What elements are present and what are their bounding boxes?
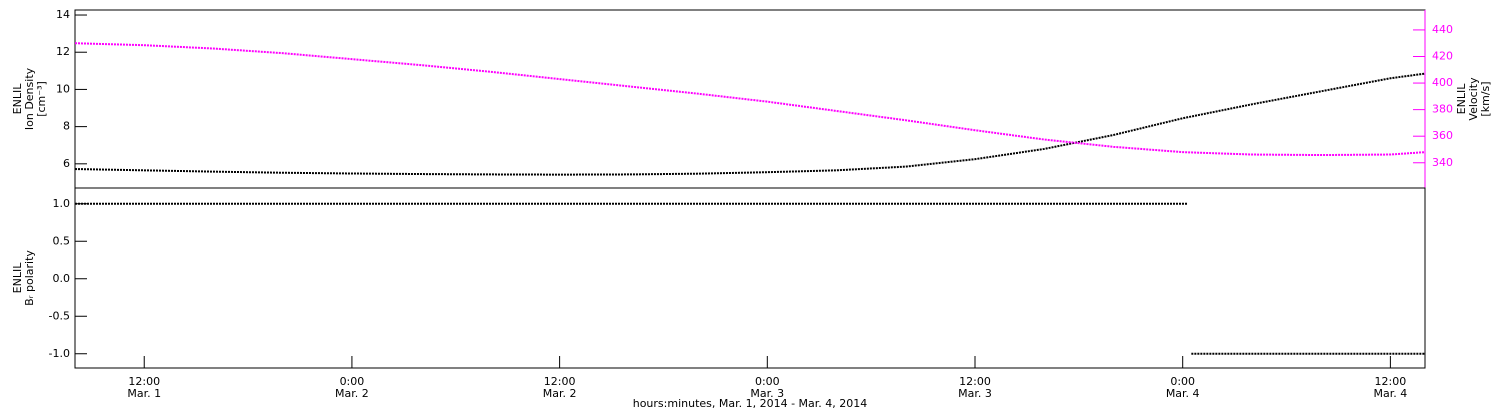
panel-frame	[74, 187, 1426, 369]
y-tick-label: -0.5	[49, 309, 70, 322]
y2-axis-label: [km/s]	[1479, 81, 1492, 116]
x-tick-label: 0:00	[1170, 375, 1195, 388]
y2-tick-label: 440	[1432, 23, 1453, 36]
x-tick-label: 12:00	[959, 375, 991, 388]
y-axis-label: ENLIL	[11, 83, 24, 115]
x-tick-date: Mar. 2	[335, 387, 369, 400]
y-axis-label: [cm⁻³]	[35, 81, 48, 117]
y2-axis-label: Velocity	[1467, 77, 1480, 121]
x-tick-date: Mar. 2	[543, 387, 577, 400]
y2-tick-label: 380	[1432, 103, 1453, 116]
y-tick-label: 14	[56, 8, 70, 21]
x-tick-date: Mar. 3	[958, 387, 992, 400]
y-tick-label: 6	[63, 157, 70, 170]
y-axis-label: Ion Density	[23, 67, 36, 130]
y-tick-label: -1.0	[49, 347, 70, 360]
y2-tick-label: 420	[1432, 49, 1453, 62]
panel-frame	[74, 9, 1426, 189]
x-tick-label: 12:00	[128, 375, 160, 388]
y-tick-label: 0.0	[53, 272, 71, 285]
y2-tick-label: 400	[1432, 76, 1453, 89]
y-tick-label: 8	[63, 120, 70, 133]
y-tick-label: 0.5	[53, 234, 71, 247]
y-axis-label: ENLIL	[11, 262, 24, 294]
x-tick-date: Mar. 1	[127, 387, 161, 400]
x-tick-date: Mar. 4	[1374, 387, 1408, 400]
series-line	[74, 72, 1426, 176]
y-tick-label: 12	[56, 45, 70, 58]
x-tick-label: 0:00	[755, 375, 780, 388]
y2-tick-label: 340	[1432, 156, 1453, 169]
x-tick-label: 12:00	[1375, 375, 1407, 388]
x-tick-date: Mar. 3	[750, 387, 784, 400]
y-tick-label: 10	[56, 82, 70, 95]
x-axis-label: hours:minutes, Mar. 1, 2014 - Mar. 4, 20…	[633, 397, 868, 410]
y-tick-label: 1.0	[53, 197, 71, 210]
x-tick-label: 0:00	[340, 375, 365, 388]
x-tick-date: Mar. 4	[1166, 387, 1200, 400]
series-line	[74, 42, 1426, 157]
y-axis-label: Bᵣ polarity	[23, 250, 36, 306]
y2-axis-label: ENLIL	[1455, 83, 1468, 115]
x-tick-label: 12:00	[544, 375, 576, 388]
y2-tick-label: 360	[1432, 129, 1453, 142]
